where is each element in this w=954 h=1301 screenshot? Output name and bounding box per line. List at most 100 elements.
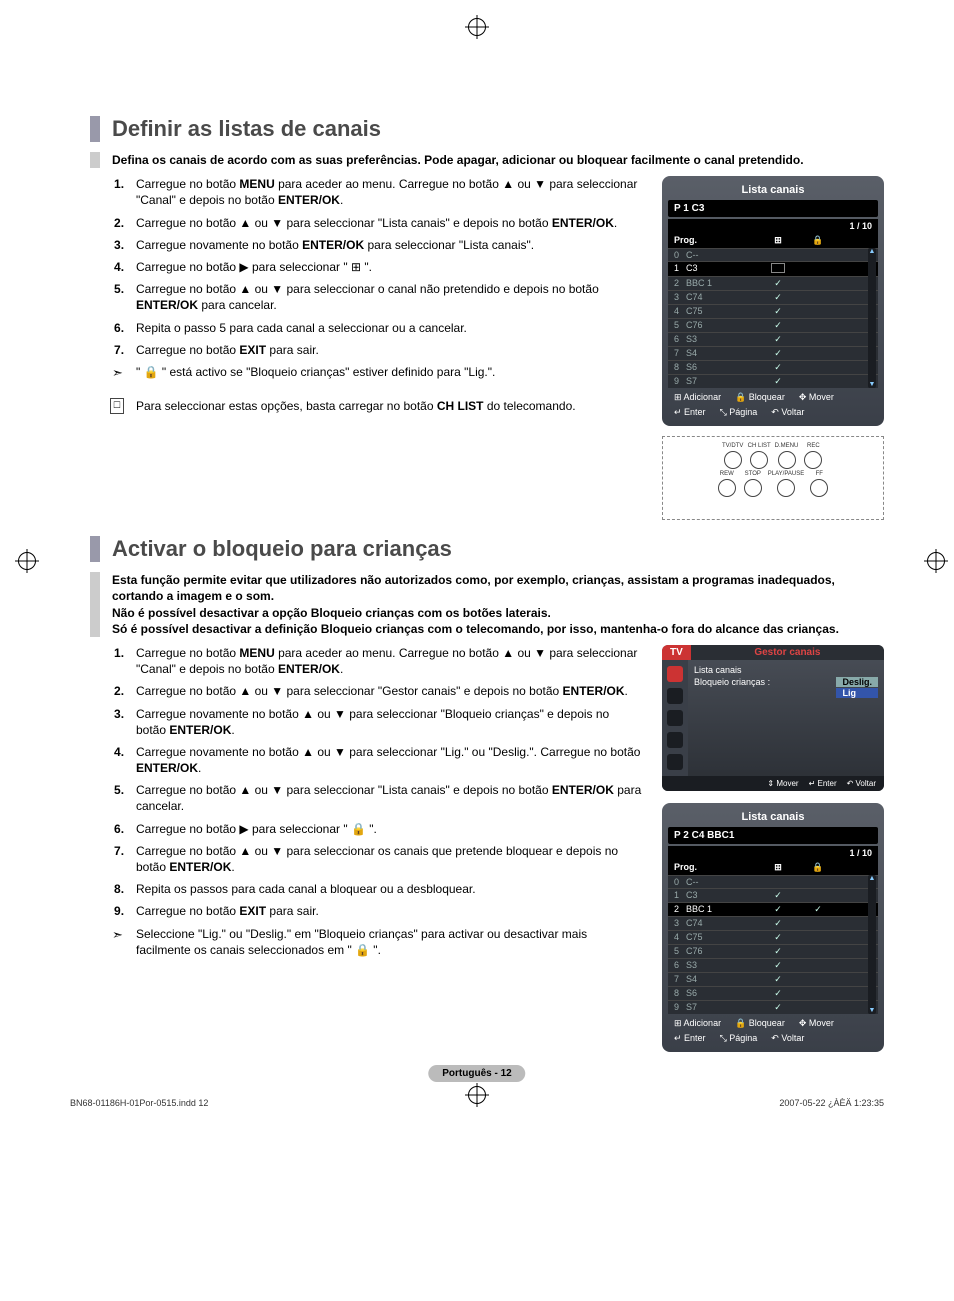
- remote-button[interactable]: [810, 479, 828, 497]
- osd-row[interactable]: 3C74✓: [668, 916, 878, 930]
- osd-row[interactable]: 2BBC 1✓: [668, 276, 878, 290]
- osd-row[interactable]: 0C--: [668, 875, 878, 888]
- osd-row[interactable]: 9S7✓: [668, 1000, 878, 1014]
- osd-footer: ⊞ Adicionar 🔒 Bloquear ✥ Mover ↵ Enter ⤡ Pág…: [668, 388, 878, 418]
- tvmenu-footer: ⇕ Mover ↵ Enter ↶ Voltar: [662, 776, 884, 791]
- remote-label: CH LIST: [748, 443, 771, 449]
- tvmenu-option[interactable]: Deslig.: [836, 677, 878, 687]
- osd-foot-item: ↵ Enter: [809, 779, 837, 788]
- remote-button[interactable]: [804, 451, 822, 469]
- step: Repita o passo 5 para cada canal a selec…: [136, 320, 642, 336]
- osd-foot-item: ✥ Mover: [799, 392, 834, 403]
- section1-intro: Defina os canais de acordo com as suas p…: [90, 152, 884, 168]
- remote-button[interactable]: [718, 479, 736, 497]
- osd-header: Prog. ⊞ 🔒: [668, 860, 878, 875]
- osd-row[interactable]: 4C75✓: [668, 304, 878, 318]
- osd-foot-item: ↵ Enter: [674, 1033, 706, 1044]
- tvmenu-option-selected[interactable]: Lig: [836, 688, 878, 698]
- remote-button[interactable]: [744, 479, 762, 497]
- remote-button[interactable]: [724, 451, 742, 469]
- osd-row[interactable]: 6S3✓: [668, 958, 878, 972]
- menu-icon[interactable]: [667, 688, 683, 704]
- step: Carregue no botão ▶ para seleccionar " ⊞…: [136, 259, 642, 275]
- remote-button[interactable]: [777, 479, 795, 497]
- osd-foot-item: ↶ Voltar: [771, 1033, 804, 1044]
- section2-intro: Esta função permite evitar que utilizado…: [90, 572, 884, 637]
- osd-row[interactable]: 9S7✓: [668, 374, 878, 388]
- remote-label: PLAY/PAUSE: [768, 471, 804, 477]
- lock-icon: 🔒: [798, 235, 838, 246]
- step: Carregue no botão ▲ ou ▼ para selecciona…: [136, 281, 642, 313]
- scrollbar[interactable]: [868, 248, 876, 388]
- osd-row[interactable]: 1C3: [668, 261, 878, 276]
- osd-foot-item: ⇕ Mover: [767, 779, 798, 788]
- remote-excerpt: TV/DTV CH LIST D.MENU REC REW STOP PLAY/…: [662, 436, 884, 520]
- page-number: Português - 12: [428, 1065, 525, 1082]
- tvmenu-title: Gestor canais: [691, 645, 884, 660]
- osd-row[interactable]: 5C76✓: [668, 318, 878, 332]
- osd-foot-item: ⊞ Adicionar: [674, 392, 721, 403]
- step: Carregue no botão ▲ ou ▼ para selecciona…: [136, 782, 642, 814]
- footer-right: 2007-05-22 ¿ÀÈÄ 1:23:35: [779, 1098, 884, 1108]
- osd-row[interactable]: 1C3✓: [668, 888, 878, 902]
- osd-foot-item: ⤡ Página: [720, 407, 758, 418]
- lock-icon: 🔒: [798, 862, 838, 873]
- osd-row[interactable]: 6S3✓: [668, 332, 878, 346]
- step: Carregue no botão EXIT para sair.: [136, 342, 642, 358]
- menu-icon[interactable]: [667, 710, 683, 726]
- remote-label: D.MENU: [775, 443, 799, 449]
- menu-icon[interactable]: [667, 754, 683, 770]
- footer-left: BN68-01186H-01Por-0515.indd 12: [70, 1098, 208, 1108]
- osd-foot-item: ⤡ Página: [720, 1033, 758, 1044]
- menu-icon[interactable]: [667, 666, 683, 682]
- step: Carregue no botão MENU para aceder ao me…: [136, 176, 642, 208]
- osd-title: Lista canais: [668, 809, 878, 827]
- section1-title: Definir as listas de canais: [90, 116, 884, 142]
- osd-row[interactable]: 5C76✓: [668, 944, 878, 958]
- osd-row[interactable]: 8S6✓: [668, 986, 878, 1000]
- tvmenu-row-label[interactable]: Lista canais: [694, 665, 742, 675]
- osd-row[interactable]: 3C74✓: [668, 290, 878, 304]
- osd-row[interactable]: 2BBC 1✓✓: [668, 902, 878, 916]
- manual-page: Definir as listas de canais Defina os ca…: [0, 0, 954, 1122]
- scrollbar[interactable]: [868, 875, 876, 1014]
- osd-foot-item: 🔒 Bloquear: [735, 1018, 785, 1029]
- osd-count: 1 / 10: [668, 846, 878, 860]
- remote-label: STOP: [745, 471, 761, 477]
- step: Carregue novamente no botão ENTER/OK par…: [136, 237, 642, 253]
- osd-row[interactable]: 0C--: [668, 248, 878, 261]
- section2-arrow-note: Seleccione "Lig." ou "Deslig." em "Bloqu…: [136, 926, 642, 958]
- remote-button[interactable]: [778, 451, 796, 469]
- osd-row[interactable]: 7S4✓: [668, 972, 878, 986]
- tvmenu-row-label[interactable]: Bloqueio crianças :: [694, 677, 770, 698]
- osd-rows: 0C--1C32BBC 1✓3C74✓4C75✓5C76✓6S3✓7S4✓8S6…: [668, 248, 878, 388]
- section1-steps: Carregue no botão MENU para aceder ao me…: [136, 176, 642, 358]
- tvmenu-content: Lista canais Bloqueio crianças : Deslig.…: [688, 660, 884, 776]
- section1-remote-note: Para seleccionar estas opções, basta car…: [136, 398, 642, 414]
- osd-rows: 0C--1C3✓2BBC 1✓✓3C74✓4C75✓5C76✓6S3✓7S4✓8…: [668, 875, 878, 1014]
- section2-right: TV Gestor canais Lista canais Bloqu: [662, 645, 884, 1062]
- osd-foot-item: 🔒 Bloquear: [735, 392, 785, 403]
- osd-row[interactable]: 4C75✓: [668, 930, 878, 944]
- osd-count: 1 / 10: [668, 219, 878, 233]
- osd-row[interactable]: 8S6✓: [668, 360, 878, 374]
- step: Carregue no botão ▶ para seleccionar " 🔒…: [136, 821, 642, 837]
- section2-left: Carregue no botão MENU para aceder ao me…: [90, 645, 642, 1062]
- remote-label: FF: [816, 471, 823, 477]
- osd-row[interactable]: 7S4✓: [668, 346, 878, 360]
- menu-icon[interactable]: [667, 732, 683, 748]
- osd-foot-item: ⊞ Adicionar: [674, 1018, 721, 1029]
- step: Carregue no botão EXIT para sair.: [136, 903, 642, 919]
- osd-channel-list-1: Lista canais P 1 C3 1 / 10 Prog. ⊞ 🔒 0C-…: [662, 176, 884, 426]
- section2-title: Activar o bloqueio para crianças: [90, 536, 884, 562]
- step: Carregue no botão ▲ ou ▼ para selecciona…: [136, 843, 642, 875]
- section1-arrow-note: " 🔒 " está activo se "Bloqueio crianças"…: [136, 364, 642, 380]
- step: Carregue no botão ▲ ou ▼ para selecciona…: [136, 215, 642, 231]
- remote-button-chlist[interactable]: [750, 451, 768, 469]
- osd-subtitle: P 2 C4 BBC1: [668, 827, 878, 844]
- osd-foot-item: ↵ Enter: [674, 407, 706, 418]
- step: Carregue novamente no botão ▲ ou ▼ para …: [136, 706, 642, 738]
- osd-foot-item: ✥ Mover: [799, 1018, 834, 1029]
- section2-steps: Carregue no botão MENU para aceder ao me…: [136, 645, 642, 920]
- osd-foot-item: ↶ Voltar: [847, 779, 876, 788]
